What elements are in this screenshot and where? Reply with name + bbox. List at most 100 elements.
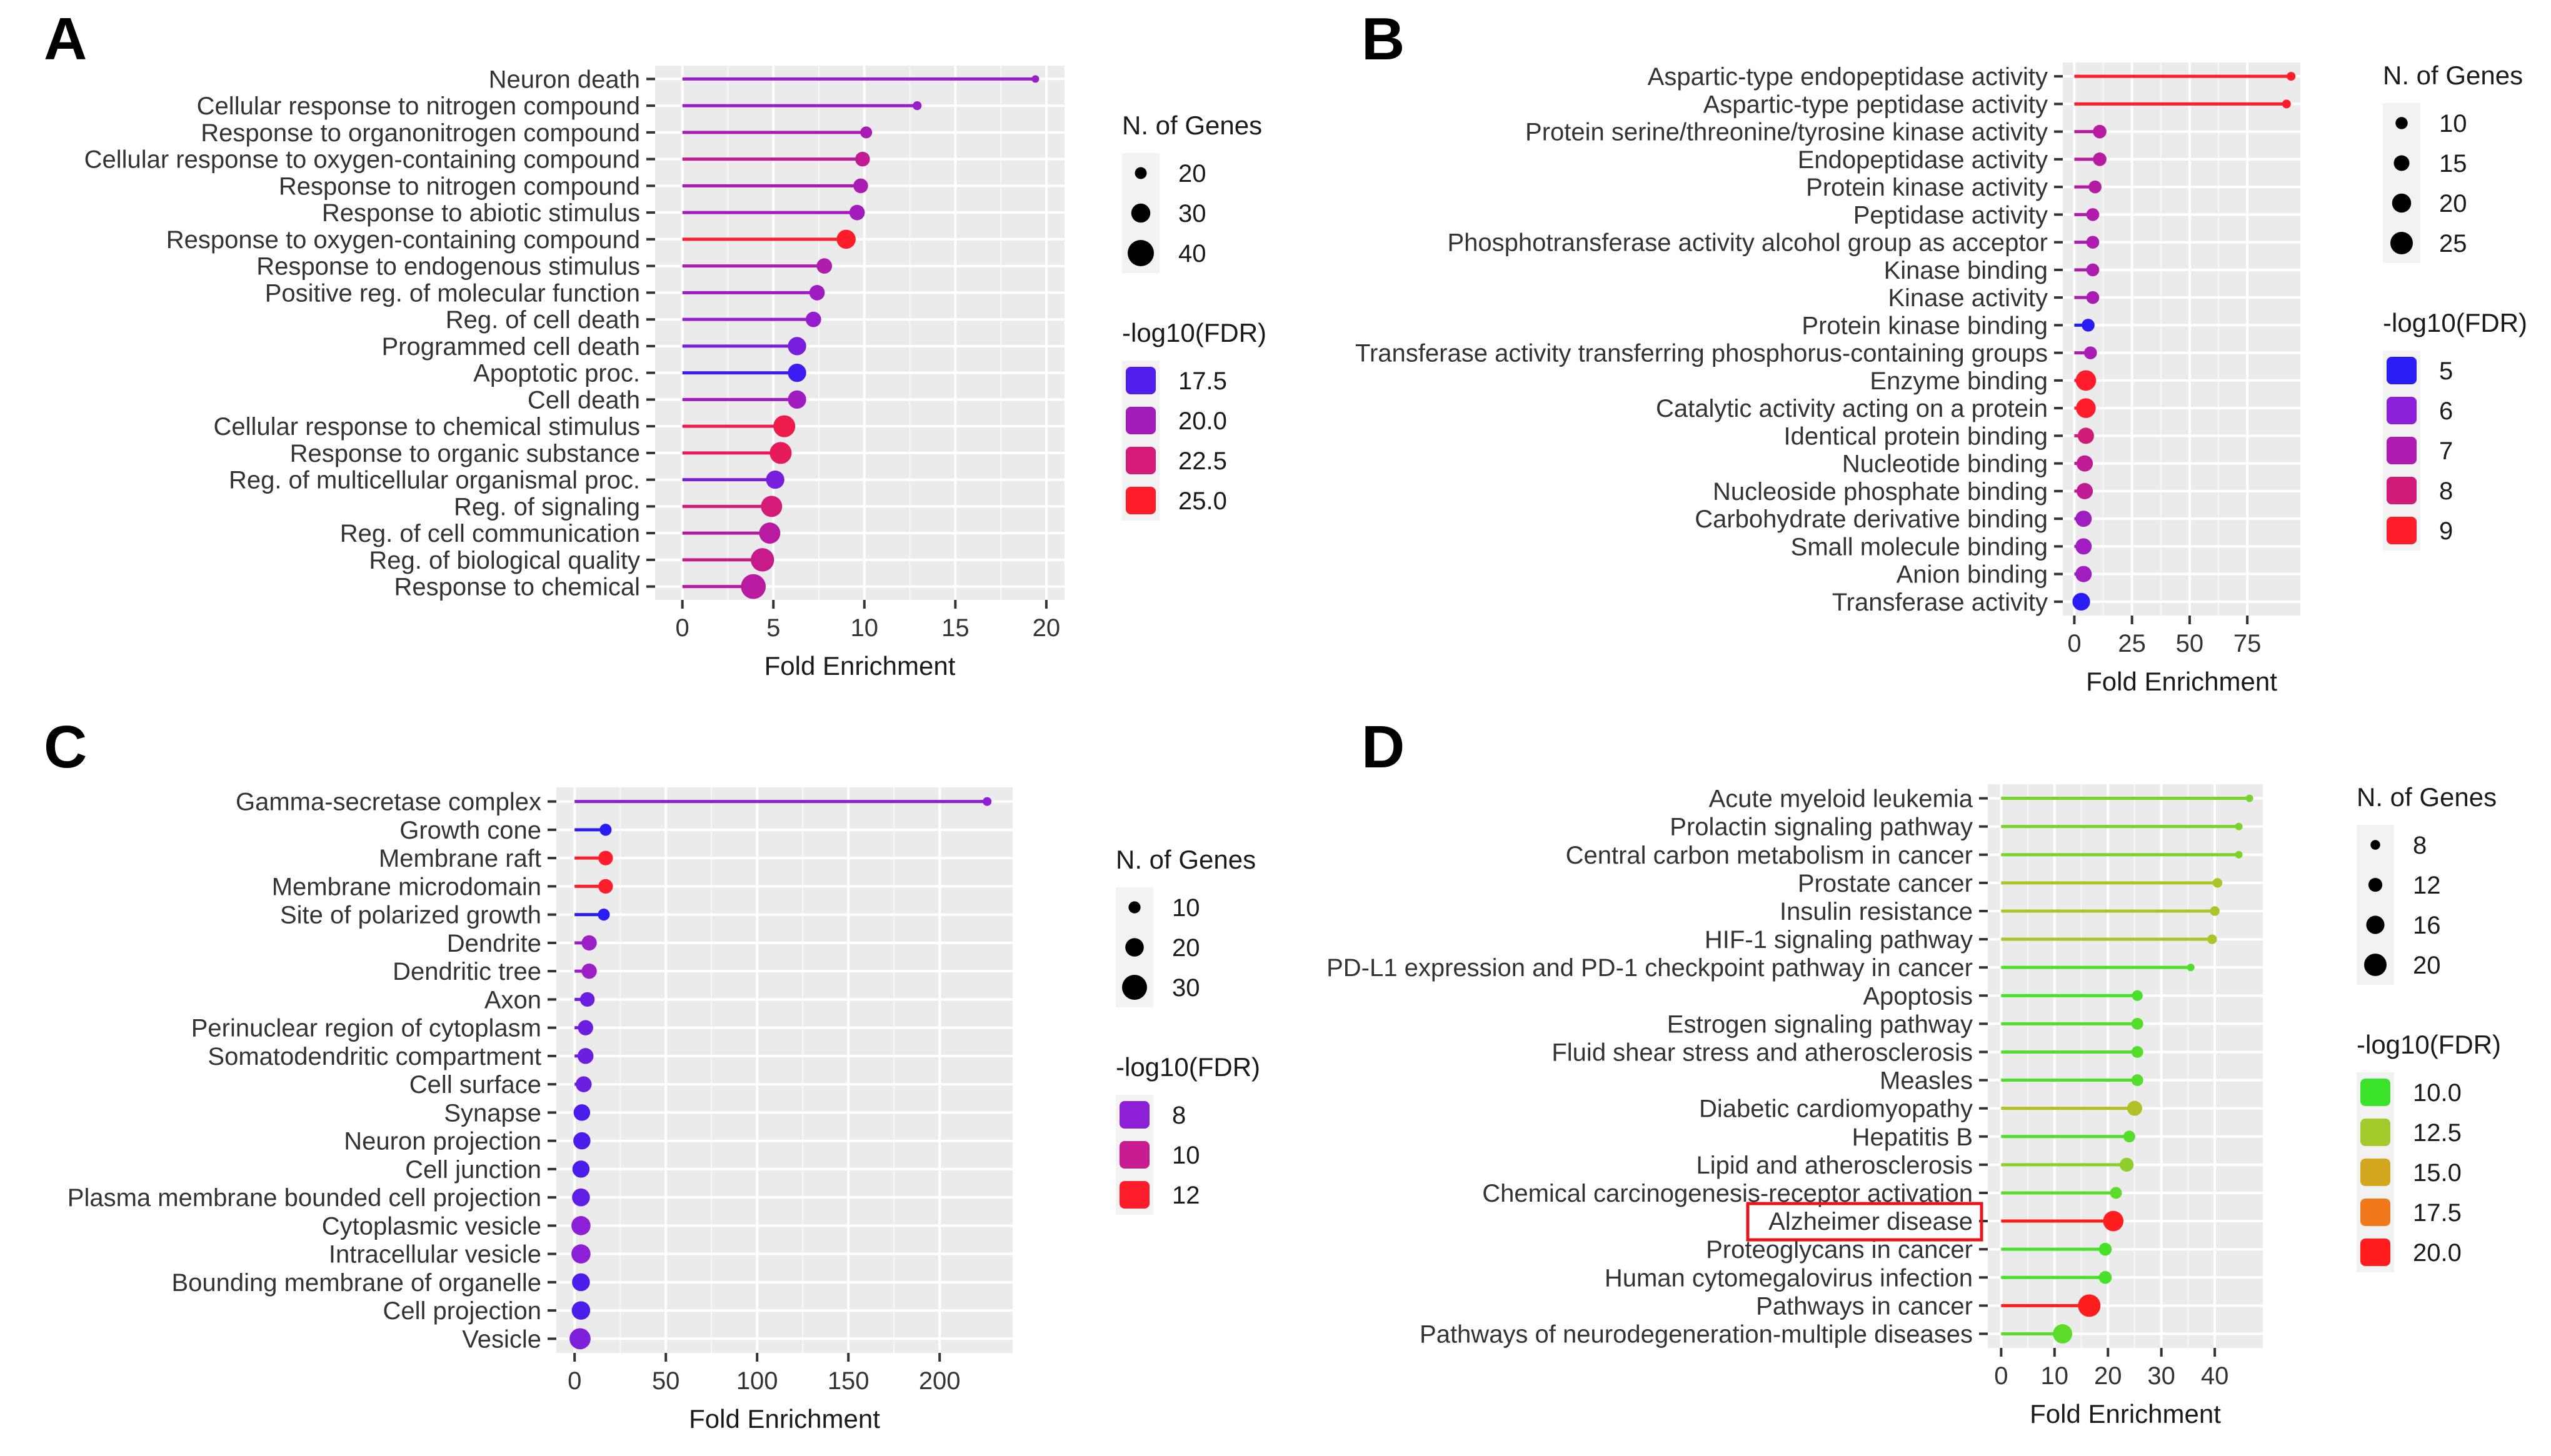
lollipop-point <box>788 390 806 409</box>
size-legend-dot <box>1125 938 1144 957</box>
x-tick-label: 15 <box>941 614 970 642</box>
x-tick-label: 50 <box>652 1367 680 1395</box>
y-tick-label: Kinase binding <box>1884 257 2048 284</box>
x-tick-label: 200 <box>919 1367 961 1395</box>
size-legend-label: 20 <box>1172 934 1200 962</box>
x-tick-label: 30 <box>2147 1362 2175 1390</box>
lollipop-point <box>2086 291 2100 304</box>
panel-background <box>1988 784 2263 1348</box>
color-legend-label: 8 <box>1172 1102 1186 1129</box>
size-legend-label: 25 <box>2439 230 2467 257</box>
y-tick-label: Phosphotransferase activity alcohol grou… <box>1447 229 2048 257</box>
lollipop-point <box>761 496 783 517</box>
y-tick-label: Measles <box>1880 1067 1973 1095</box>
color-legend-label: 20.0 <box>1178 407 1227 435</box>
lollipop-point <box>836 229 856 249</box>
lollipop-point <box>773 415 796 437</box>
lollipop-point <box>581 935 597 951</box>
color-legend-swatch <box>2360 1079 2390 1106</box>
y-tick-label: Human cytomegalovirus infection <box>1605 1264 1973 1292</box>
lollipop-point <box>983 797 992 806</box>
lollipop-point <box>581 963 597 979</box>
y-tick-label: Transferase activity transferring phosph… <box>1355 340 2048 367</box>
size-legend-title: N. of Genes <box>1122 111 1262 140</box>
lollipop-point <box>788 337 806 356</box>
color-legend-label: 25.0 <box>1178 487 1227 515</box>
color-legend-label: 15.0 <box>2413 1159 2462 1187</box>
lollipop-point <box>2083 346 2097 359</box>
color-legend-label: 10 <box>1172 1142 1200 1169</box>
size-legend-label: 20 <box>1178 160 1206 187</box>
y-tick-label: Cellular response to nitrogen compound <box>197 92 640 120</box>
lollipop-point <box>578 1048 594 1064</box>
lollipop-point <box>2235 822 2243 830</box>
lollipop-point <box>2086 263 2100 277</box>
y-tick-label: Lipid and atherosclerosis <box>1696 1152 1973 1179</box>
lollipop-point <box>573 1104 591 1121</box>
color-legend-swatch <box>2387 437 2417 464</box>
y-tick-label: Dendritic tree <box>393 958 541 985</box>
color-legend-label: 10.0 <box>2413 1079 2462 1107</box>
lollipop-point <box>913 101 922 111</box>
x-tick-label: 20 <box>2094 1362 2122 1390</box>
y-tick-label: Response to chemical <box>394 574 640 601</box>
lollipop-point <box>805 311 821 327</box>
lollipop-point <box>2082 319 2095 332</box>
lollipop-point <box>2076 398 2096 418</box>
lollipop-point <box>1031 75 1040 83</box>
lollipop-point <box>2282 99 2291 109</box>
y-tick-label: Protein kinase activity <box>1806 174 2048 201</box>
lollipop-point <box>579 992 595 1007</box>
lollipop-point <box>2098 1242 2112 1256</box>
y-tick-label: Kinase activity <box>1888 284 2048 312</box>
size-legend-dot <box>2368 877 2383 892</box>
x-tick-label: 25 <box>2118 630 2146 657</box>
lollipop-point <box>2075 511 2092 527</box>
lollipop-point <box>2075 566 2092 582</box>
size-legend-label: 30 <box>1172 974 1200 1002</box>
lollipop-point <box>2131 1046 2143 1058</box>
x-tick-label: 10 <box>851 614 879 642</box>
x-tick-label: 40 <box>2201 1362 2229 1390</box>
lollipop-point <box>2212 878 2223 888</box>
x-tick-label: 0 <box>676 614 689 642</box>
y-tick-label: Peptidase activity <box>1853 201 2048 229</box>
lollipop-point <box>788 363 806 382</box>
lollipop-point <box>569 1328 591 1350</box>
y-tick-label: Protein kinase binding <box>1802 312 2048 339</box>
color-legend-title: -log10(FDR) <box>2383 308 2527 337</box>
size-legend-dot <box>2395 117 2408 129</box>
y-tick-label: Programmed cell death <box>381 333 640 361</box>
y-tick-label: Reg. of cell communication <box>340 520 640 547</box>
color-legend-label: 12 <box>1172 1182 1200 1209</box>
color-legend-swatch <box>2387 397 2417 424</box>
lollipop-point <box>578 1020 593 1035</box>
y-tick-label: Neuron projection <box>344 1128 541 1155</box>
size-legend-title: N. of Genes <box>2383 61 2523 90</box>
y-tick-label: Nucleotide binding <box>1842 451 2048 478</box>
lollipop-point <box>2076 482 2093 499</box>
lollipop-point <box>2235 850 2243 859</box>
size-legend-dot <box>2366 915 2385 934</box>
lollipop-point <box>741 574 766 599</box>
size-legend-dot <box>2392 193 2412 213</box>
color-legend-swatch <box>1126 407 1156 434</box>
lollipop-point <box>769 442 792 464</box>
size-legend-dot <box>1131 203 1151 223</box>
y-tick-label: Cellular response to chemical stimulus <box>214 413 641 441</box>
lollipop-point <box>860 126 873 139</box>
panel-background <box>2063 62 2300 616</box>
y-tick-label: Membrane raft <box>379 845 541 872</box>
y-tick-label: Response to oxygen-containing compound <box>166 226 640 254</box>
y-tick-label: Reg. of biological quality <box>369 547 640 574</box>
y-tick-label: Response to endogenous stimulus <box>256 253 640 281</box>
y-tick-label: Endopeptidase activity <box>1798 146 2048 174</box>
x-axis-title: Fold Enrichment <box>764 651 956 681</box>
y-tick-label: Response to organonitrogen compound <box>201 119 640 147</box>
y-tick-label: Estrogen signaling pathway <box>1667 1010 1973 1038</box>
y-tick-label: Pathways in cancer <box>1756 1292 1973 1320</box>
y-tick-label: Positive reg. of molecular function <box>265 279 640 307</box>
x-tick-label: 0 <box>568 1367 581 1395</box>
lollipop-point <box>598 850 613 865</box>
